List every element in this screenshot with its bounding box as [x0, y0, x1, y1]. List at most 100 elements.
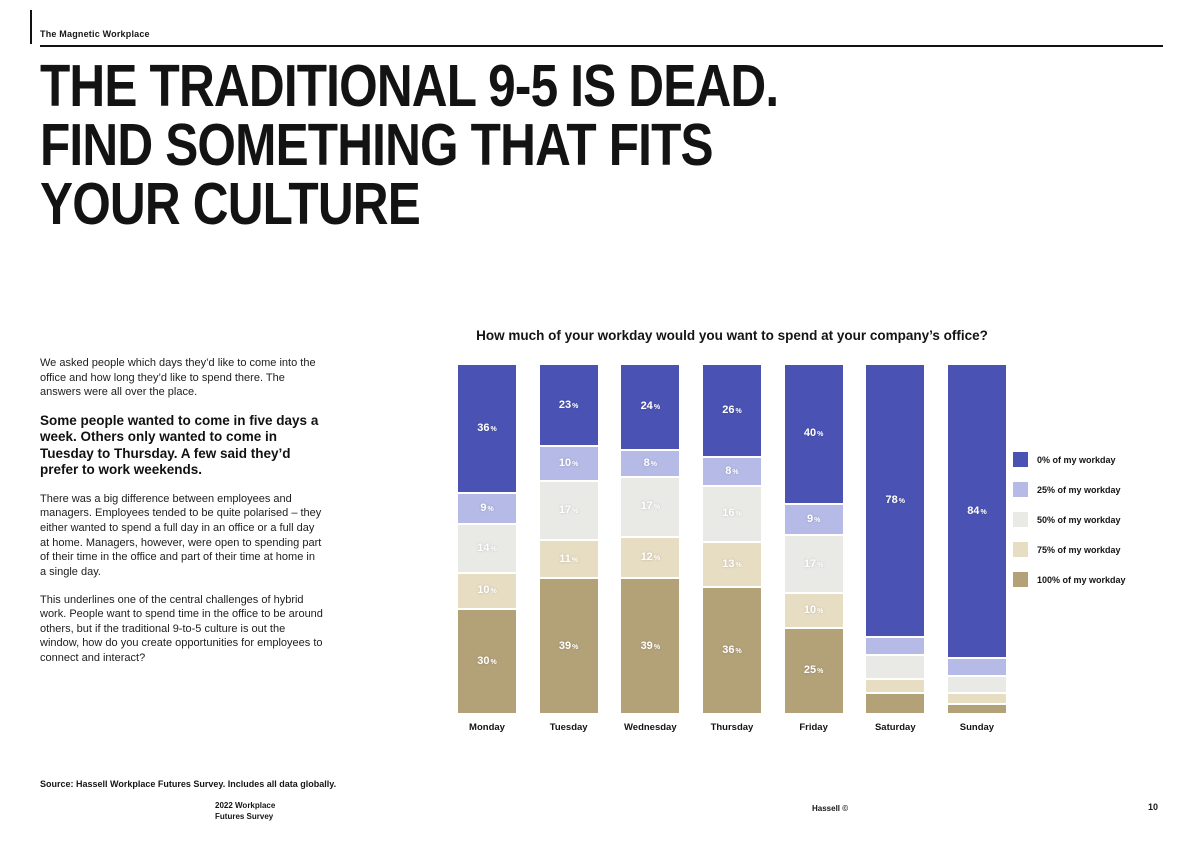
chart-legend: 0% of my workday 25% of my workday 50% of … — [1013, 452, 1173, 602]
bar-segment: 30% — [458, 607, 516, 713]
segment-value-label: 17% — [803, 557, 824, 570]
stacked-bar: 78% — [866, 365, 925, 713]
bar-column-monday: 36% 9% 14% 10% 30% Monday — [458, 365, 516, 733]
bar-segment: 10% — [784, 592, 843, 627]
bar-segment: 14% — [458, 523, 516, 573]
segment-value-label: 10% — [477, 584, 497, 597]
footer-survey-line-1: 2022 Workplace — [215, 801, 276, 810]
bar-segment — [866, 636, 925, 654]
bar-segment: 23% — [539, 365, 598, 446]
segment-value-label: 26% — [722, 404, 742, 417]
segment-value-label: 16% — [722, 507, 742, 520]
segment-value-label: 30% — [477, 654, 497, 667]
bar-segment — [947, 702, 1006, 713]
bar-segment — [866, 653, 925, 679]
stacked-bar: 24% 8% 17% 12% 39% — [621, 365, 680, 713]
bar-column-thursday: 26% 8% 16% 13% 36% Thursday — [702, 365, 761, 733]
segment-value-label: 17% — [558, 503, 579, 516]
bar-segment: 13% — [702, 540, 761, 587]
segment-value-label: 12% — [640, 550, 661, 563]
segment-value-label: 9% — [480, 501, 494, 514]
bar-column-friday: 40% 9% 17% 10% 25% Friday — [784, 365, 843, 733]
source-note: Source: Hassell Workplace Futures Survey… — [40, 779, 337, 789]
bar-segment: 17% — [539, 479, 598, 539]
x-axis-label: Friday — [799, 722, 828, 733]
stacked-bar: 36% 9% 14% 10% 30% — [458, 365, 516, 713]
bar-segment: 25% — [784, 626, 843, 713]
segment-value-label: 39% — [640, 639, 661, 652]
legend-item: 50% of my workday — [1013, 512, 1173, 527]
segment-value-label: 10% — [803, 604, 824, 617]
legend-item: 100% of my workday — [1013, 572, 1173, 587]
bar-segment: 9% — [458, 491, 516, 524]
page-title: THE TRADITIONAL 9-5 IS DEAD. FIND SOMETH… — [40, 53, 779, 234]
bar-segment: 84% — [947, 365, 1006, 658]
page-number: 10 — [1147, 802, 1158, 812]
report-kicker: The Magnetic Workplace — [40, 29, 150, 39]
header-divider — [40, 45, 1163, 47]
bar-segment: 36% — [458, 365, 516, 492]
legend-item: 25% of my workday — [1013, 482, 1173, 497]
bar-segment: 39% — [539, 577, 598, 713]
bar-segment: 16% — [702, 484, 761, 541]
legend-label: 75% of my workday — [1037, 544, 1121, 555]
x-axis-label: Sunday — [959, 722, 995, 733]
bar-segment: 17% — [621, 476, 680, 536]
legend-label: 50% of my workday — [1037, 514, 1121, 525]
bar-segment: 8% — [621, 448, 680, 477]
bar-column-wednesday: 24% 8% 17% 12% 39% Wednesday — [621, 365, 680, 733]
legend-label: 100% of my workday — [1037, 574, 1126, 585]
bar-segment — [947, 692, 1006, 703]
footer-brand: Hassell © — [812, 804, 849, 813]
legend-swatch — [1013, 542, 1028, 557]
bar-segment: 10% — [539, 445, 598, 480]
body-paragraph-1: There was a big difference between emplo… — [40, 492, 322, 578]
bar-segment: 11% — [539, 538, 598, 578]
segment-value-label: 17% — [640, 500, 661, 513]
segment-value-label: 84% — [967, 504, 987, 517]
bar-segment: 39% — [621, 577, 680, 713]
bar-segment: 40% — [784, 365, 843, 503]
segment-value-label: 78% — [885, 494, 906, 507]
bar-segment: 9% — [784, 502, 843, 534]
legend-item: 0% of my workday — [1013, 452, 1173, 467]
bar-segment: 36% — [702, 586, 761, 713]
segment-value-label: 36% — [477, 421, 497, 434]
headline-line-1: THE TRADITIONAL 9-5 IS DEAD. — [40, 53, 779, 119]
bar-segment — [947, 674, 1006, 693]
chart-bars: 36% 9% 14% 10% 30% Monday 23% 10% 17% 11% 39% Tuesd… — [458, 365, 1006, 733]
x-axis-label: Wednesday — [624, 722, 677, 733]
bar-column-tuesday: 23% 10% 17% 11% 39% Tuesday — [539, 365, 598, 733]
body-text-column: We asked people which days they’d like t… — [40, 356, 324, 679]
bar-column-saturday: 78% Saturday — [866, 365, 925, 733]
bar-segment: 12% — [621, 535, 680, 578]
body-paragraph-2: This underlines one of the central chall… — [40, 593, 323, 665]
intro-paragraph: We asked people which days they’d like t… — [40, 357, 316, 399]
footer-survey-name: 2022 Workplace Futures Survey — [215, 801, 275, 823]
segment-value-label: 36% — [722, 644, 742, 657]
bar-segment: 24% — [621, 365, 680, 449]
legend-swatch — [1013, 572, 1028, 587]
bar-segment: 17% — [784, 533, 843, 593]
bar-segment — [866, 692, 925, 713]
stacked-bar: 40% 9% 17% 10% 25% — [784, 365, 843, 713]
bar-segment: 10% — [458, 572, 516, 608]
segment-value-label: 24% — [640, 400, 661, 413]
segment-value-label: 8% — [643, 456, 657, 469]
bar-segment: 8% — [702, 456, 761, 485]
segment-value-label: 23% — [558, 398, 579, 411]
stacked-bar-chart: How much of your workday would you want … — [458, 328, 1006, 733]
subhead-paragraph: Some people wanted to come in five days … — [40, 412, 319, 478]
stacked-bar: 23% 10% 17% 11% 39% — [539, 365, 598, 713]
stacked-bar: 26% 8% 16% 13% 36% — [702, 365, 761, 713]
segment-value-label: 9% — [806, 512, 821, 525]
segment-value-label: 40% — [803, 427, 824, 440]
chart-title: How much of your workday would you want … — [476, 328, 988, 343]
segment-value-label: 13% — [722, 558, 742, 571]
segment-value-label: 10% — [558, 456, 579, 469]
segment-value-label: 25% — [803, 664, 824, 677]
legend-item: 75% of my workday — [1013, 542, 1173, 557]
corner-rule — [30, 10, 32, 44]
footer-survey-line-2: Futures Survey — [215, 811, 274, 821]
